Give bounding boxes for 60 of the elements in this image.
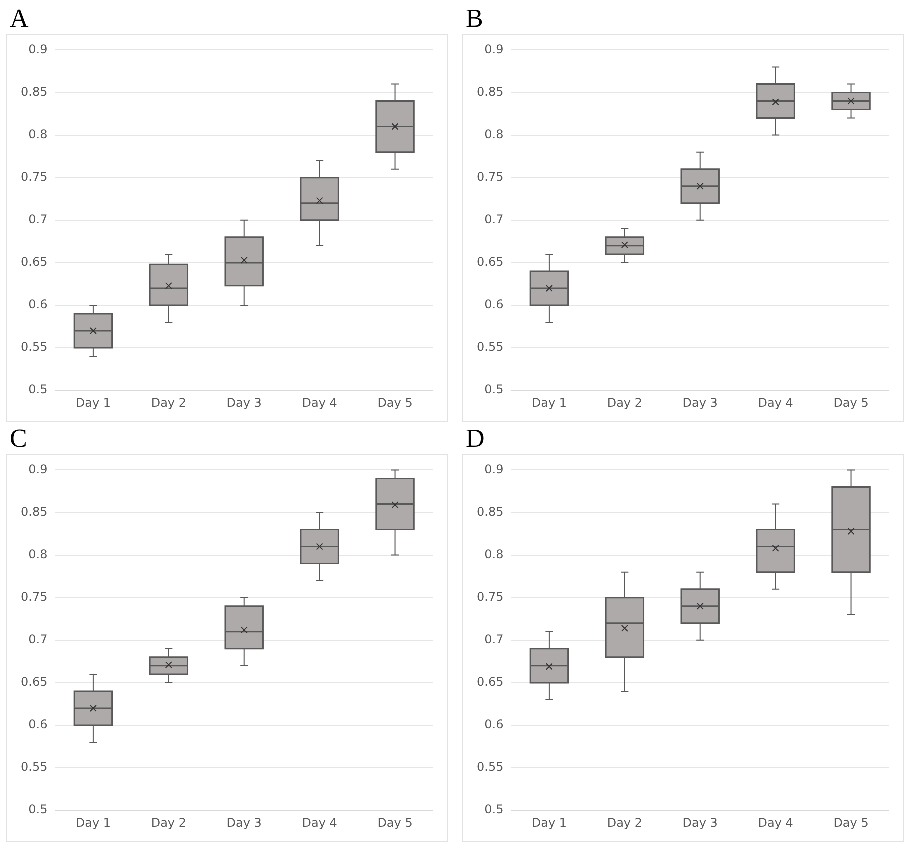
- y-tick-label: 0.65: [21, 255, 48, 270]
- chart-title: C: [9, 424, 28, 454]
- y-tick-label: 0.65: [21, 675, 48, 690]
- y-tick-label: 0.75: [477, 590, 504, 604]
- y-tick-label: 0.55: [477, 760, 504, 774]
- x-tick-label: Day 5: [378, 396, 413, 410]
- x-tick-label: Day 3: [226, 816, 262, 830]
- y-tick-label: 0.5: [484, 382, 504, 397]
- chart-title: B: [465, 4, 484, 34]
- y-tick-label: 0.7: [28, 632, 48, 647]
- y-tick-label: 0.6: [484, 298, 504, 312]
- x-tick-label: Day 1: [532, 396, 568, 410]
- y-tick-label: 0.5: [28, 382, 48, 397]
- y-tick-label: 0.7: [28, 212, 48, 227]
- y-tick-label: 0.85: [477, 84, 504, 99]
- chart-title: A: [9, 4, 30, 34]
- y-tick-label: 0.6: [484, 718, 504, 732]
- x-tick-label: Day 4: [758, 816, 794, 830]
- y-tick-label: 0.8: [28, 127, 48, 142]
- x-tick-label: Day 2: [151, 816, 186, 830]
- y-tick-label: 0.9: [28, 462, 48, 476]
- y-tick-label: 0.55: [21, 760, 48, 774]
- y-tick-label: 0.55: [477, 340, 504, 354]
- x-tick-label: Day 4: [302, 396, 338, 410]
- y-tick-label: 0.65: [477, 675, 504, 690]
- x-tick-label: Day 4: [758, 396, 794, 410]
- y-tick-label: 0.6: [28, 298, 48, 312]
- y-tick-label: 0.8: [484, 547, 504, 562]
- y-tick-label: 0.9: [484, 42, 504, 56]
- y-tick-label: 0.8: [28, 547, 48, 562]
- y-tick-label: 0.75: [21, 170, 48, 184]
- x-tick-label: Day 3: [226, 396, 262, 410]
- y-tick-label: 0.7: [484, 632, 504, 647]
- chart-title: D: [465, 424, 486, 454]
- y-tick-label: 0.85: [21, 504, 48, 519]
- y-tick-label: 0.75: [21, 590, 48, 604]
- x-tick-label: Day 5: [834, 396, 869, 410]
- y-tick-label: 0.75: [477, 170, 504, 184]
- y-tick-label: 0.85: [21, 84, 48, 99]
- y-tick-label: 0.9: [28, 42, 48, 56]
- y-tick-label: 0.5: [484, 802, 504, 817]
- y-tick-label: 0.85: [477, 504, 504, 519]
- x-tick-label: Day 3: [682, 396, 718, 410]
- x-tick-label: Day 1: [76, 816, 112, 830]
- x-tick-label: Day 3: [682, 816, 718, 830]
- y-tick-label: 0.8: [484, 127, 504, 142]
- x-tick-label: Day 4: [302, 816, 338, 830]
- y-tick-label: 0.55: [21, 340, 48, 354]
- x-tick-label: Day 5: [834, 816, 869, 830]
- y-tick-label: 0.65: [477, 255, 504, 270]
- x-tick-label: Day 1: [532, 816, 568, 830]
- y-tick-label: 0.7: [484, 212, 504, 227]
- y-tick-label: 0.9: [484, 462, 504, 476]
- y-tick-label: 0.5: [28, 802, 48, 817]
- x-tick-label: Day 2: [151, 396, 186, 410]
- y-tick-label: 0.6: [28, 718, 48, 732]
- x-tick-label: Day 1: [76, 396, 112, 410]
- x-tick-label: Day 5: [378, 816, 413, 830]
- x-tick-label: Day 2: [607, 396, 642, 410]
- x-tick-label: Day 2: [607, 816, 642, 830]
